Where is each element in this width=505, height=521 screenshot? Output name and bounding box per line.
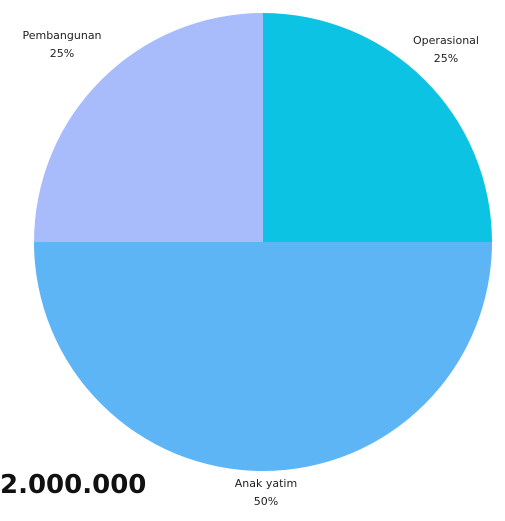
pie-slices <box>34 13 492 471</box>
slice-label-name: Pembangunan <box>22 29 101 42</box>
pie-labels: Operasional 25% Anak yatim 50% Pembangunan 25… <box>22 29 479 508</box>
pie-slice-operasional <box>263 13 492 242</box>
slice-label-percent: 50% <box>254 495 278 508</box>
amount-text: 2.000.000 <box>0 470 147 500</box>
slice-label-percent: 25% <box>50 47 74 60</box>
pie-slice-pembangunan <box>34 13 263 242</box>
pie-slice-anak-yatim <box>34 242 492 471</box>
slice-label-percent: 25% <box>434 52 458 65</box>
slice-label-name: Operasional <box>413 34 479 47</box>
slice-label-name: Anak yatim <box>235 477 297 490</box>
